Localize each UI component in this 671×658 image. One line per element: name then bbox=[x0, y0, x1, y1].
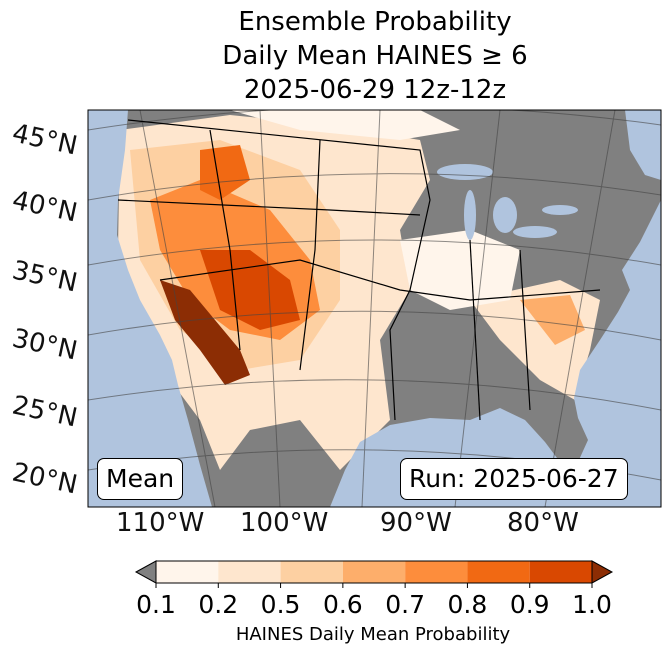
colorbar-segment bbox=[529, 561, 592, 583]
lon-label-90: 90°W bbox=[380, 508, 452, 538]
atlantic-north bbox=[625, 110, 661, 180]
map-frame bbox=[87, 109, 662, 508]
pacific-ocean bbox=[88, 110, 212, 507]
pale-plains-region bbox=[400, 230, 520, 310]
very-high-region bbox=[160, 280, 250, 385]
colorbar-tick-label: 0.6 bbox=[322, 590, 363, 619]
colorbar-tick-label: 0.5 bbox=[260, 590, 301, 619]
colorbar-segment bbox=[218, 561, 281, 583]
colorbar-label: HAINES Daily Mean Probability bbox=[235, 624, 511, 645]
gulf-atlantic-ocean bbox=[330, 200, 661, 507]
pale-canada-region bbox=[230, 110, 460, 140]
colorbar-tick-label: 0.2 bbox=[198, 590, 239, 619]
colorbar-segment bbox=[280, 561, 343, 583]
lon-label-110: 110°W bbox=[116, 508, 205, 538]
lon-label-100: 100°W bbox=[240, 508, 329, 538]
colorbar-tick-label: 0.9 bbox=[509, 590, 550, 619]
title-line-2: Daily Mean HAINES ≥ 6 bbox=[222, 41, 528, 71]
run-date-box: Run: 2025-06-27 bbox=[400, 458, 628, 500]
colorbar-over-arrow bbox=[591, 560, 614, 584]
colorbar-segment bbox=[156, 561, 219, 583]
colorbar-tick-label: 0.1 bbox=[136, 590, 176, 619]
colorbar-tick-label: 0.7 bbox=[385, 590, 426, 619]
colorbar-frame bbox=[155, 560, 593, 584]
dark-orange-region bbox=[200, 250, 300, 330]
orange-north bbox=[200, 145, 250, 200]
great-lakes bbox=[437, 164, 578, 240]
light-orange-southeast bbox=[520, 295, 585, 345]
colorbar-tick-label: 0.8 bbox=[447, 590, 488, 619]
title-line-1: Ensemble Probability bbox=[238, 7, 512, 37]
colorbar-segment bbox=[467, 561, 530, 583]
colorbar-segment bbox=[342, 561, 406, 583]
graticule bbox=[88, 110, 661, 507]
title-line-3: 2025-06-29 12z-12z bbox=[243, 75, 507, 105]
colorbar-segment bbox=[405, 561, 468, 583]
colorbar bbox=[134, 560, 614, 588]
lon-label-80: 80°W bbox=[507, 508, 579, 538]
colorbar-under-arrow bbox=[134, 560, 157, 584]
colorbar-tick-label: 1.0 bbox=[572, 590, 612, 619]
state-borders bbox=[117, 119, 601, 421]
mean-label-box: Mean bbox=[97, 458, 184, 500]
